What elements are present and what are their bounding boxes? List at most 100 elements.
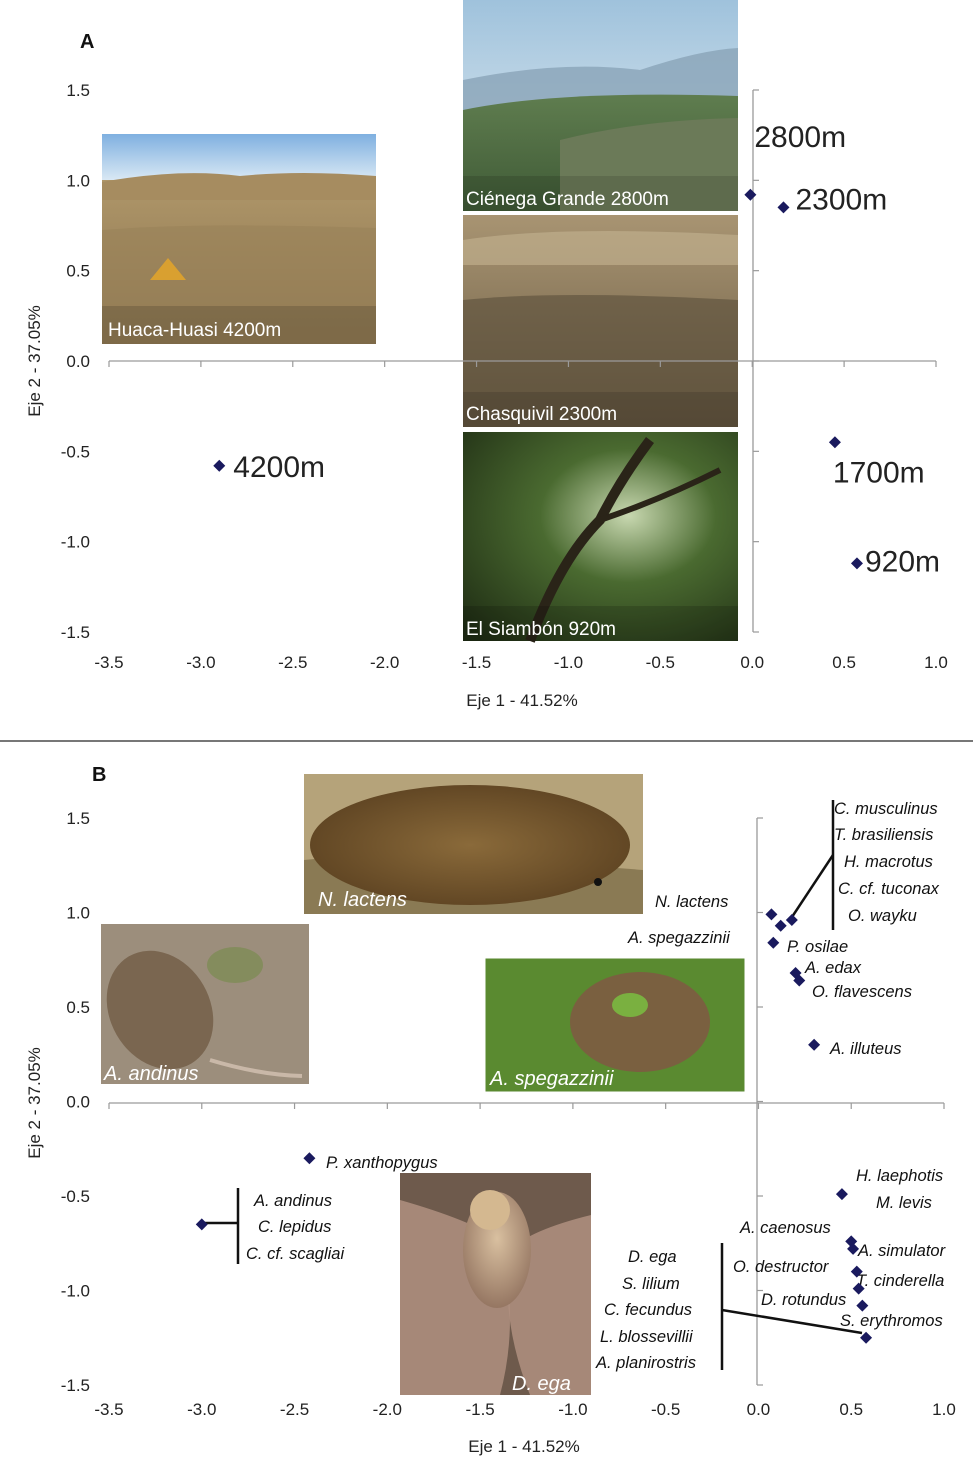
el-siambon-photo: El Siambón 920m — [463, 432, 738, 643]
species-label: O. destructor — [733, 1258, 830, 1276]
x-axis-label: Eje 1 - 41.52% — [466, 691, 578, 710]
species-label: N. lactens — [655, 893, 728, 911]
x-tick-label: -2.0 — [370, 653, 399, 672]
species-label: A. spegazzinii — [627, 929, 731, 947]
panel-b: B N. lactens A. andinus A. spegazzinii — [25, 764, 956, 1456]
altitude-label: 1700m — [833, 456, 925, 489]
d-ega-caption: D. ega — [512, 1373, 571, 1395]
species-label: A. illuteus — [829, 1040, 902, 1058]
species-label: A. simulator — [857, 1242, 947, 1260]
a-spegazzinii-caption: A. spegazzinii — [489, 1068, 614, 1090]
x-tick-label: -0.5 — [646, 653, 675, 672]
x-tick-label: -2.0 — [373, 1400, 402, 1419]
y-tick-label: 0.5 — [66, 998, 90, 1017]
x-tick-label: 0.5 — [832, 653, 856, 672]
data-point — [850, 557, 863, 570]
a-andinus-caption: A. andinus — [103, 1063, 199, 1085]
species-label: A. planirostris — [595, 1354, 696, 1372]
panel-a: A Huaca-Huasi 4200m Ciénega Grande 2800m… — [25, 0, 948, 710]
x-tick-label: 0.0 — [747, 1400, 771, 1419]
x-tick-label: -3.5 — [94, 1400, 123, 1419]
panel-a-label: A — [80, 31, 94, 53]
y-tick-label: 1.5 — [66, 809, 90, 828]
y-tick-label: -0.5 — [61, 442, 90, 461]
species-label: M. levis — [876, 1194, 932, 1212]
data-point — [835, 1188, 848, 1201]
species-label: C. lepidus — [258, 1218, 331, 1236]
species-label: A. edax — [804, 959, 862, 977]
x-tick-label: 0.0 — [740, 653, 764, 672]
x-tick-label: 1.0 — [924, 653, 948, 672]
species-label: C. cf. tuconax — [838, 880, 940, 898]
species-label: C. musculinus — [834, 800, 938, 818]
x-tick-label: -1.0 — [558, 1400, 587, 1419]
altitude-label: 2800m — [754, 121, 846, 154]
data-point — [828, 436, 841, 449]
data-point — [213, 459, 226, 472]
data-point — [785, 914, 798, 927]
data-point — [793, 974, 806, 987]
altitude-label: 2300m — [795, 183, 887, 216]
data-point — [303, 1152, 316, 1165]
species-label: C. fecundus — [604, 1301, 692, 1319]
species-label: T. cinderella — [856, 1272, 944, 1290]
species-label: H. macrotus — [844, 853, 933, 871]
y-axis-label: Eje 2 - 37.05% — [25, 1047, 44, 1159]
x-tick-label: -0.5 — [651, 1400, 680, 1419]
y-tick-label: -0.5 — [61, 1187, 90, 1206]
cienega-grande-photo: Ciénega Grande 2800m — [463, 0, 738, 211]
x-tick-label: -2.5 — [280, 1400, 309, 1419]
x-tick-label: 0.5 — [839, 1400, 863, 1419]
y-tick-label: -1.0 — [61, 533, 90, 552]
species-labels: C. musculinus T. brasiliensis H. macrotu… — [246, 800, 947, 1372]
chasquivil-photo: Chasquivil 2300m — [463, 215, 738, 427]
data-point — [195, 1218, 208, 1231]
altitude-label: 920m — [865, 545, 940, 578]
species-label: A. caenosus — [739, 1219, 831, 1237]
data-point — [808, 1038, 821, 1051]
data-point — [852, 1282, 865, 1295]
panel-b-label: B — [92, 764, 106, 786]
bracket-top-connector — [788, 854, 835, 921]
x-axis-label: Eje 1 - 41.52% — [468, 1437, 580, 1456]
y-tick-label: 0.0 — [66, 1093, 90, 1112]
data-point — [774, 919, 787, 932]
data-point — [765, 908, 778, 921]
species-label: P. xanthopygus — [326, 1154, 438, 1172]
x-tick-label: -1.5 — [465, 1400, 494, 1419]
y-tick-label: -1.5 — [61, 1376, 90, 1395]
species-label: O. flavescens — [812, 983, 912, 1001]
y-axis-label: Eje 2 - 37.05% — [25, 305, 44, 417]
data-point — [850, 1265, 863, 1278]
species-label: H. laephotis — [856, 1167, 943, 1185]
x-tick-label: -2.5 — [278, 653, 307, 672]
el-siambon-caption: El Siambón 920m — [466, 619, 616, 640]
data-point — [777, 201, 790, 214]
y-tick-label: -1.5 — [61, 623, 90, 642]
d-ega-photo: D. ega — [400, 1173, 591, 1395]
data-point — [860, 1331, 873, 1344]
x-tick-label: -3.0 — [187, 1400, 216, 1419]
species-label: T. brasiliensis — [834, 826, 933, 844]
data-point — [847, 1242, 860, 1255]
y-tick-label: -1.0 — [61, 1282, 90, 1301]
species-label: P. osilae — [787, 938, 848, 956]
species-label: D. ega — [628, 1248, 677, 1266]
y-tick-label: 0.0 — [66, 352, 90, 371]
species-label: A. andinus — [253, 1192, 332, 1210]
cienega-grande-caption: Ciénega Grande 2800m — [466, 189, 669, 210]
bracket-bottom-connector — [721, 1308, 863, 1335]
data-point — [767, 936, 780, 949]
species-label: O. wayku — [848, 907, 917, 925]
a-andinus-photo: A. andinus — [101, 924, 309, 1085]
y-tick-label: 0.5 — [66, 262, 90, 281]
species-label: S. lilium — [622, 1275, 680, 1293]
species-label: D. rotundus — [761, 1291, 846, 1309]
altitude-label: 4200m — [233, 451, 325, 484]
y-tick-label: 1.0 — [66, 904, 90, 923]
y-tick-label: 1.5 — [66, 81, 90, 100]
species-label: L. blossevillii — [600, 1328, 694, 1346]
x-tick-label: -1.5 — [462, 653, 491, 672]
y-tick-label: 1.0 — [66, 171, 90, 190]
